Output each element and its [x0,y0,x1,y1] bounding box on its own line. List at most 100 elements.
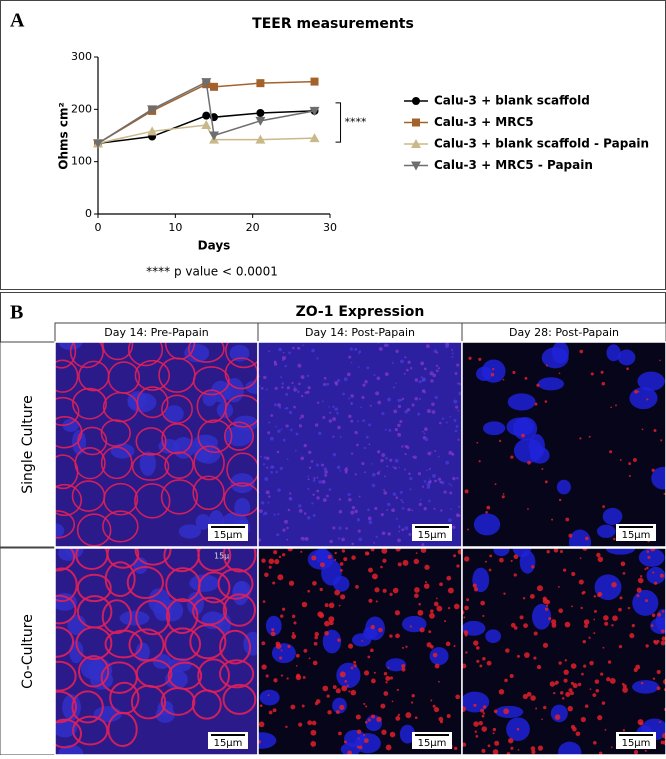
speckle [358,352,360,355]
junction [55,510,76,539]
zo1-dot [660,640,666,646]
zo1-dot [489,554,493,558]
image-bg [55,548,258,755]
zo1-dot [544,400,548,403]
speckle [265,490,270,495]
speckle [383,491,388,495]
speckle [456,514,459,517]
speckle [376,450,381,454]
speckle [417,472,422,476]
speckle [413,455,417,460]
nucleus [184,343,210,363]
speckle [270,414,274,417]
zo1-dot [503,592,506,595]
speckle [397,404,402,409]
zo1-dot [523,623,528,629]
speckle [371,483,376,488]
scale-bar-label: 15µm [418,738,447,749]
junction [55,483,83,517]
zo1-dot [482,656,486,661]
zo1-dot [293,621,297,625]
zo1-dot [328,602,335,609]
speckle [445,421,448,424]
speckle [280,428,283,431]
speckle [322,415,326,419]
panel-label: A [10,10,25,32]
speckle [351,542,354,546]
speckle [265,388,268,391]
speckle [435,351,438,354]
junction [134,483,171,519]
zo1-dot [277,574,284,581]
zo1-dot [445,641,451,647]
zo1-dot [287,644,291,648]
zo1-dot [607,660,612,664]
zo1-dot [594,679,600,684]
junction [100,419,131,447]
junction [131,452,170,481]
zo1-dot [597,715,603,721]
legend-marker [412,118,420,127]
zo1-dot [488,568,492,572]
junction [128,628,165,662]
speckle [356,518,361,522]
speckle [357,529,361,533]
zo1-dot [567,705,573,712]
zo1-dot [502,493,505,495]
speckle [395,349,399,353]
junction [100,446,133,480]
speckle [428,499,431,503]
zo1-dot [363,670,370,676]
point [255,116,266,126]
nucleus [550,704,568,723]
speckle [378,347,383,351]
zo1-dot [593,741,597,745]
zo1-dot [551,518,554,521]
zo1-dot [474,730,477,733]
speckle [298,508,303,513]
zo1-dot [600,370,604,374]
zo1-dot [581,672,584,676]
nucleus [155,706,175,723]
nucleus [617,349,636,366]
column-header: Day 28: Post-Papain [509,326,619,339]
speckle [354,347,358,351]
junction [218,659,255,689]
speckle [450,484,453,487]
zo1-dot [658,721,661,724]
speckle [434,395,438,400]
zo1-dot [478,357,482,361]
junction [187,342,225,363]
zo1-dot [543,705,547,710]
junction [135,599,171,636]
speckle [298,347,301,350]
zo1-dot [395,548,401,552]
scale-bar-bg [412,524,452,541]
zo1-dot [487,744,491,748]
speckle [398,526,401,529]
zo1-dot [558,661,562,665]
zo1-dot [262,600,266,603]
speckle [421,389,426,393]
zo1-dot [533,631,538,636]
nucleus [482,421,506,436]
speckle [337,378,341,382]
junction [197,548,232,572]
speckle [403,372,406,375]
speckle [268,495,271,498]
zo1-dot [370,624,375,630]
zo1-dot [513,554,519,559]
nucleus [62,418,80,432]
zo1-dot [268,558,275,565]
zo1-dot [430,609,434,613]
zo1-dot [368,598,373,603]
speckle [328,419,333,423]
scale-bar-bg [412,732,452,749]
speckle [458,505,460,508]
speckle [275,470,278,474]
zo1-dot [433,601,439,607]
nucleus [164,405,184,423]
zo1-dot [601,701,606,705]
zo1-dot [464,489,469,494]
speckle [285,406,289,410]
